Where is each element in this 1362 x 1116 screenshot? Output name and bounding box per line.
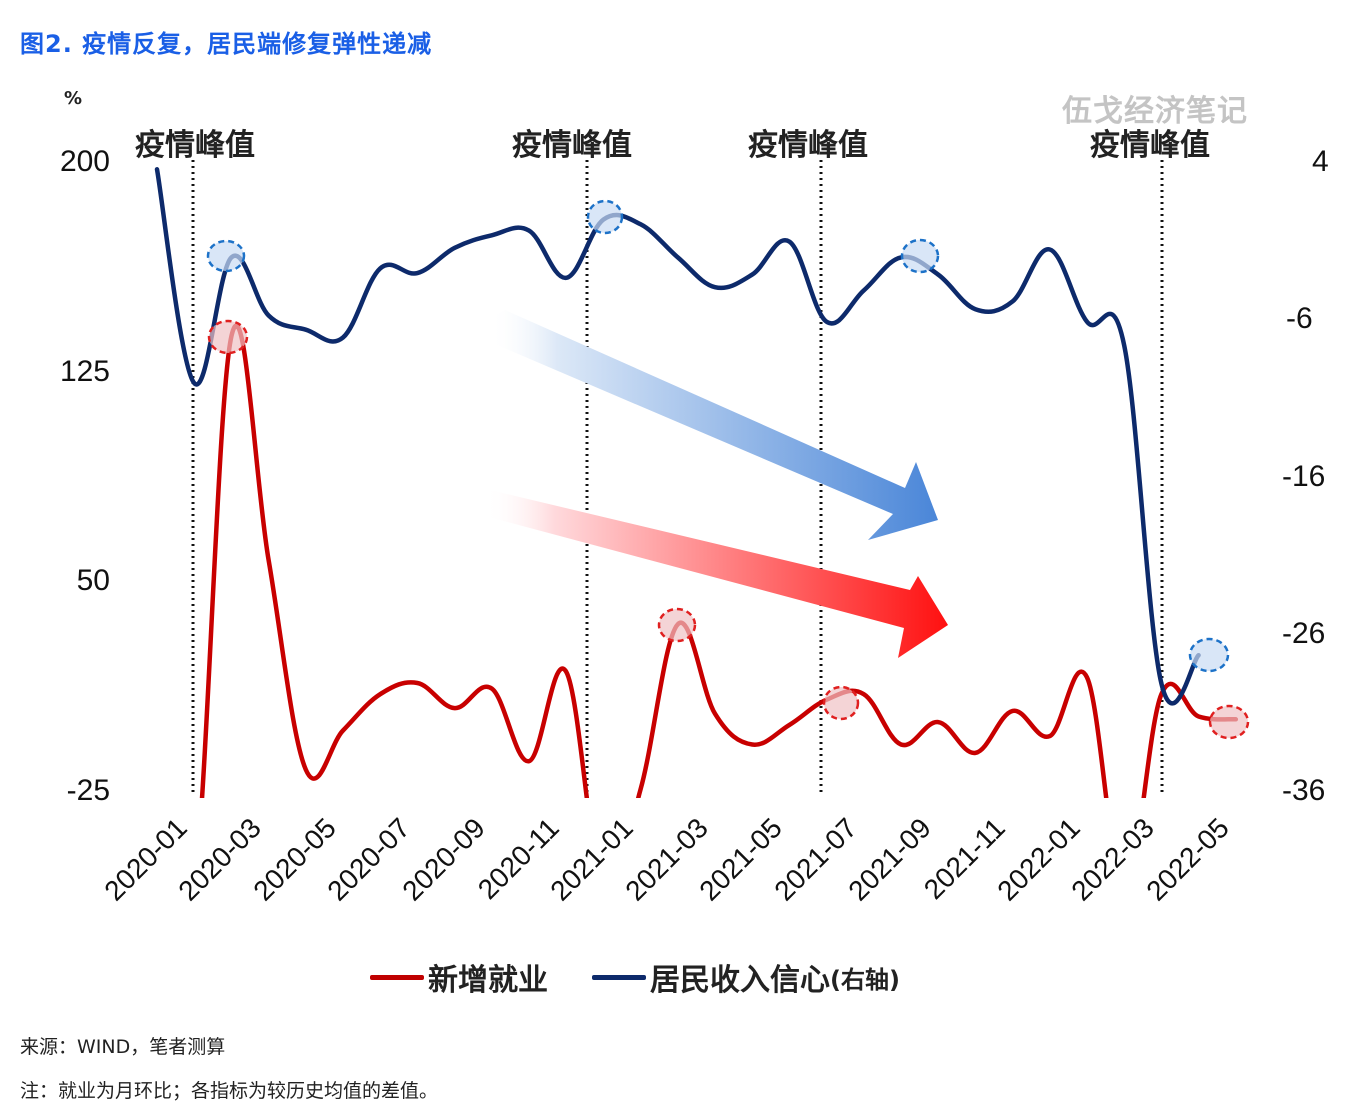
- left-axis-unit: %: [64, 88, 83, 109]
- red-highlight-4: [1208, 704, 1250, 740]
- legend-item-confidence: 居民收入信心 (右轴): [592, 955, 900, 999]
- red-highlight-2: [657, 607, 697, 643]
- series-income-confidence: [154, 167, 1201, 706]
- peak-label-1: 疫情峰值: [135, 128, 255, 163]
- right-tick-neg16: -16: [1282, 460, 1326, 493]
- right-tick-neg36: -36: [1282, 774, 1326, 807]
- source-note: 来源：WIND，笔者测算: [20, 1036, 226, 1058]
- right-tick-neg26: -26: [1282, 617, 1326, 650]
- peak-label-2: 疫情峰值: [512, 128, 632, 163]
- left-tick-50: 50: [76, 564, 110, 597]
- blue-highlight-4: [1188, 637, 1230, 673]
- legend-swatch-red: [370, 974, 424, 980]
- left-tick-neg25: -25: [66, 774, 110, 807]
- red-highlight-3: [822, 685, 860, 721]
- right-tick-neg6: -6: [1286, 302, 1313, 335]
- peak-label-3: 疫情峰值: [748, 128, 868, 163]
- red-highlight-1: [207, 319, 249, 355]
- legend: 新增就业 居民收入信心 (右轴): [370, 955, 944, 999]
- legend-label-suffix: (右轴): [830, 965, 900, 994]
- footnote: 注：就业为月环比；各指标为较历史均值的差值。: [20, 1080, 439, 1102]
- legend-label-employment: 新增就业: [428, 963, 548, 998]
- figure-title: 图2. 疫情反复，居民端修复弹性递减: [20, 30, 433, 58]
- left-tick-125: 125: [59, 355, 110, 388]
- peak-label-4: 疫情峰值: [1090, 128, 1210, 163]
- trend-arrow-blue: [490, 310, 938, 540]
- watermark: 伍戈经济笔记: [1062, 94, 1248, 129]
- highlight-circles: [206, 199, 1250, 740]
- right-tick-4: 4: [1312, 145, 1329, 178]
- blue-highlight-2: [586, 199, 624, 235]
- series-new-employment: [199, 323, 1239, 798]
- blue-highlight-1: [206, 239, 246, 273]
- legend-label-confidence: 居民收入信心: [650, 963, 830, 998]
- trend-arrow-red: [485, 490, 948, 658]
- blue-highlight-3: [900, 238, 940, 274]
- legend-swatch-blue: [592, 974, 646, 980]
- legend-item-employment: 新增就业: [370, 955, 548, 999]
- left-tick-200: 200: [59, 145, 110, 178]
